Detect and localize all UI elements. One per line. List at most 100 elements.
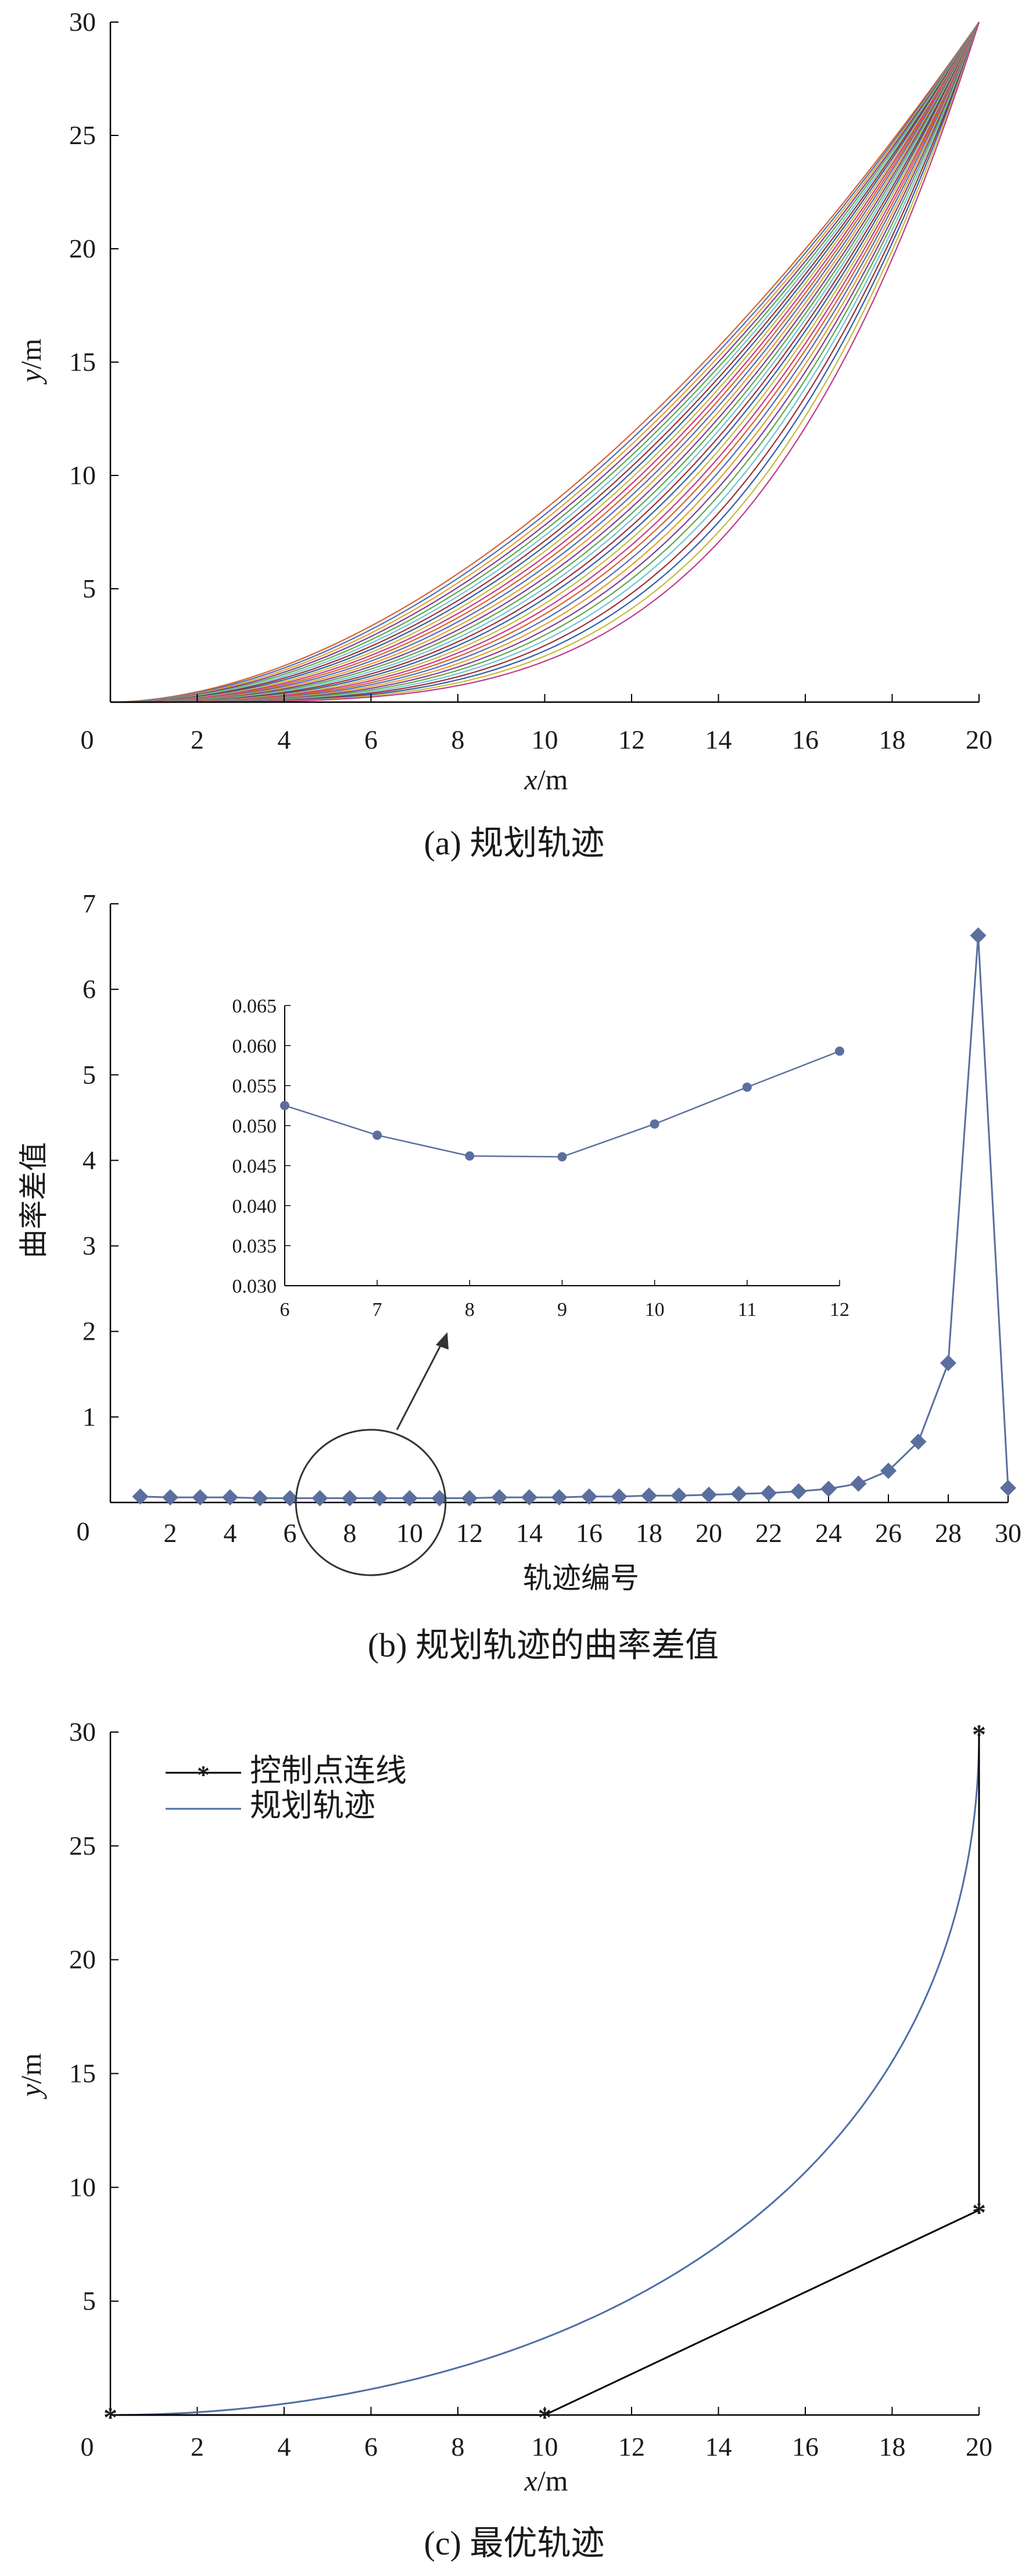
trajectory-line-7 bbox=[110, 22, 980, 703]
inset-point-marker bbox=[280, 1101, 289, 1111]
x-tick-label: 18 bbox=[636, 1518, 662, 1548]
inset-y-tick-label: 0.055 bbox=[232, 1076, 277, 1097]
x-tick-label: 14 bbox=[516, 1518, 543, 1548]
trajectory-line-29 bbox=[110, 22, 980, 703]
trajectory-line-21 bbox=[110, 22, 980, 703]
trajectory-line-6 bbox=[110, 22, 980, 703]
diamond-marker bbox=[401, 1490, 418, 1507]
y-tick-labels: 1 2 3 4 5 6 7 bbox=[83, 889, 119, 1432]
diamond-marker bbox=[431, 1490, 448, 1507]
trajectory-line-18 bbox=[110, 22, 980, 703]
y-tick-label: 10 bbox=[69, 2172, 96, 2202]
inset-point-marker bbox=[465, 1151, 475, 1161]
panel-c-optimal-trajectory: 2 4 6 8 10 12 14 16 18 20 5 10 15 20 25 30 0 * * * * * 控制… bbox=[15, 1717, 992, 2562]
legend-marker-star: * bbox=[197, 1761, 210, 1789]
inset-point-marker bbox=[557, 1152, 567, 1162]
inset-x-tick-label: 10 bbox=[645, 1299, 665, 1321]
diamond-marker bbox=[1000, 1479, 1016, 1496]
diamond-marker bbox=[940, 1355, 956, 1372]
diamond-marker bbox=[521, 1489, 537, 1506]
inset-point-marker bbox=[650, 1119, 659, 1129]
series-group: * * * * bbox=[103, 1719, 986, 2433]
inset-y-tick-label: 0.035 bbox=[232, 1236, 277, 1257]
control-point-marker: * bbox=[103, 2402, 117, 2433]
axes-frame bbox=[109, 22, 979, 703]
x-tick-label: 24 bbox=[815, 1518, 842, 1548]
y-tick-label: 7 bbox=[83, 889, 96, 918]
caption-b: (b) 规划轨迹的曲率差值 bbox=[368, 1626, 719, 1664]
x-tick-label: 16 bbox=[792, 725, 819, 754]
x-tick-label: 4 bbox=[278, 725, 291, 754]
x-tick-label: 18 bbox=[879, 2432, 906, 2461]
diamond-marker bbox=[192, 1489, 209, 1506]
x-tick-label: 26 bbox=[875, 1518, 902, 1548]
inset-y-tick-label: 0.050 bbox=[232, 1116, 277, 1137]
control-point-marker: * bbox=[538, 2402, 552, 2433]
inset-y-tick-label: 0.030 bbox=[232, 1276, 277, 1297]
trajectory-line-14 bbox=[110, 22, 980, 703]
inset-point-marker bbox=[742, 1082, 752, 1092]
y-tick-label: 1 bbox=[83, 1402, 96, 1432]
origin-label: 0 bbox=[77, 1516, 90, 1546]
diamond-marker bbox=[311, 1490, 328, 1507]
control-point-polyline bbox=[110, 1732, 980, 2416]
x-tick-label: 12 bbox=[456, 1518, 483, 1548]
diamond-marker bbox=[491, 1489, 508, 1506]
control-point-marker: * bbox=[972, 1719, 986, 1750]
inset-x-tick-label: 8 bbox=[465, 1299, 475, 1321]
trajectory-line-13 bbox=[110, 22, 980, 703]
y-tick-label: 15 bbox=[69, 347, 96, 377]
diamond-marker bbox=[970, 927, 987, 944]
inset-x-tick-label: 12 bbox=[830, 1299, 849, 1321]
x-tick-labels: 2 4 6 8 10 12 14 16 18 20 22 24 26 28 30 bbox=[164, 1494, 1021, 1548]
x-tick-label: 20 bbox=[966, 2432, 992, 2461]
y-tick-label: 20 bbox=[69, 1945, 96, 1974]
trajectory-line-25 bbox=[110, 22, 980, 703]
y-tick-label: 10 bbox=[69, 460, 96, 490]
x-axis-label: 轨迹编号 bbox=[523, 1562, 639, 1594]
trajectory-line-8 bbox=[110, 22, 980, 703]
trajectory-line-12 bbox=[110, 22, 980, 703]
y-tick-label: 30 bbox=[69, 1717, 96, 1747]
y-tick-label: 6 bbox=[83, 974, 96, 1004]
trajectory-line-5 bbox=[110, 22, 980, 703]
diamond-marker bbox=[252, 1490, 268, 1507]
diamond-marker bbox=[850, 1475, 867, 1492]
caption-c: (c) 最优轨迹 bbox=[424, 2524, 605, 2562]
trajectory-line-26 bbox=[110, 22, 980, 703]
diamond-marker bbox=[581, 1488, 597, 1505]
trajectory-line-16 bbox=[110, 22, 980, 703]
highlight-ellipse bbox=[295, 1429, 447, 1576]
y-tick-label: 15 bbox=[69, 2059, 96, 2088]
x-tick-label: 14 bbox=[705, 2432, 732, 2461]
inset-zoom-chart: 6 7 8 9 10 11 12 0.030 0.035 0.040 0.045 0.050 0.055… bbox=[232, 988, 863, 1332]
trajectory-line-24 bbox=[110, 22, 980, 703]
diamond-marker bbox=[790, 1483, 807, 1500]
x-tick-label: 4 bbox=[278, 2432, 291, 2461]
diamond-marker bbox=[671, 1487, 687, 1504]
curvature-difference-series bbox=[132, 927, 1016, 1507]
x-tick-label: 10 bbox=[532, 2432, 558, 2461]
y-tick-label: 25 bbox=[69, 1831, 96, 1861]
trajectory-line-10 bbox=[110, 22, 980, 703]
diamond-marker bbox=[910, 1433, 927, 1450]
x-tick-label: 10 bbox=[532, 725, 558, 754]
diamond-marker bbox=[641, 1487, 657, 1504]
y-tick-label: 5 bbox=[83, 574, 96, 603]
diamond-marker bbox=[461, 1490, 478, 1507]
diamond-marker bbox=[551, 1489, 568, 1506]
trajectory-line-4 bbox=[110, 22, 980, 703]
x-tick-label: 20 bbox=[695, 1518, 722, 1548]
trajectory-family bbox=[110, 22, 980, 703]
x-tick-label: 6 bbox=[364, 2432, 378, 2461]
y-axis-label: y/m bbox=[15, 338, 47, 385]
inset-x-tick-label: 9 bbox=[557, 1299, 567, 1321]
inset-y-tick-label: 0.060 bbox=[232, 1036, 277, 1057]
legend-label-trajectory: 规划轨迹 bbox=[250, 1788, 375, 1823]
trajectory-line-30 bbox=[110, 22, 980, 703]
y-axis-label: 曲率差值 bbox=[17, 1142, 50, 1258]
x-tick-label: 10 bbox=[396, 1518, 423, 1548]
inset-y-tick-label: 0.040 bbox=[232, 1196, 277, 1217]
axes-frame bbox=[109, 1732, 979, 2416]
